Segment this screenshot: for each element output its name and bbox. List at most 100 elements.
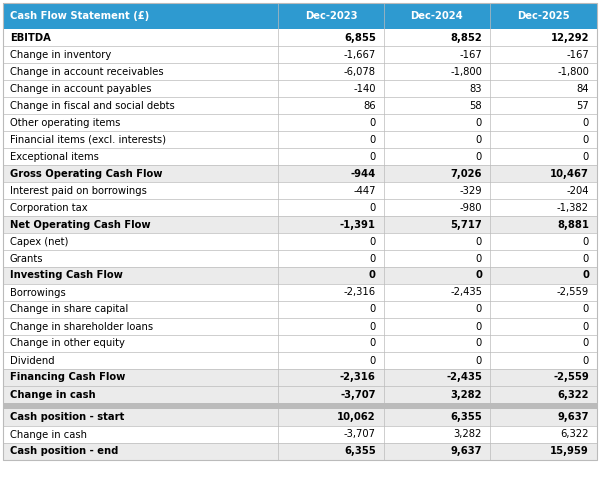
Text: 0: 0 [583,305,589,315]
Text: 0: 0 [583,322,589,332]
Text: 3,282: 3,282 [451,389,482,399]
Text: -2,316: -2,316 [340,373,376,382]
Text: Cash position - start: Cash position - start [10,412,124,422]
Text: 0: 0 [370,322,376,332]
Text: 12,292: 12,292 [551,33,589,43]
Text: 0: 0 [370,305,376,315]
Text: 84: 84 [577,84,589,94]
Text: 6,322: 6,322 [560,429,589,439]
Text: 0: 0 [476,356,482,366]
Text: 0: 0 [583,236,589,246]
Text: 0: 0 [583,118,589,127]
Text: -1,800: -1,800 [450,67,482,77]
Text: Change in other equity: Change in other equity [10,339,125,349]
Text: -167: -167 [566,50,589,60]
Text: Interest paid on borrowings: Interest paid on borrowings [10,185,147,195]
Text: 0: 0 [370,118,376,127]
Bar [3,318,597,335]
Text: -1,382: -1,382 [557,202,589,212]
Text: 3,282: 3,282 [454,429,482,439]
Bar [3,369,597,386]
Text: -204: -204 [566,185,589,195]
Bar [3,148,597,165]
Text: 0: 0 [583,254,589,264]
Bar [3,386,597,403]
Text: 6,855: 6,855 [344,33,376,43]
Text: Change in account payables: Change in account payables [10,84,151,94]
Text: 0: 0 [369,271,376,281]
Text: 0: 0 [583,339,589,349]
Bar [3,46,597,63]
Text: Change in account receivables: Change in account receivables [10,67,164,77]
Bar [3,426,597,443]
Text: Borrowings: Borrowings [10,288,66,298]
Text: -980: -980 [460,202,482,212]
Bar [3,63,597,80]
Text: 0: 0 [370,339,376,349]
Text: -2,435: -2,435 [446,373,482,382]
Text: Financing Cash Flow: Financing Cash Flow [10,373,125,382]
Text: 0: 0 [476,118,482,127]
Text: 83: 83 [470,84,482,94]
Text: -2,316: -2,316 [344,288,376,298]
Text: 0: 0 [582,271,589,281]
Bar [3,233,597,250]
Text: 15,959: 15,959 [550,446,589,456]
Text: 0: 0 [370,202,376,212]
Text: 0: 0 [583,134,589,144]
Bar [3,403,597,409]
Text: 0: 0 [476,305,482,315]
Text: 86: 86 [363,101,376,111]
Text: 9,637: 9,637 [557,412,589,422]
Text: 0: 0 [476,151,482,161]
Text: 0: 0 [370,236,376,246]
Bar [3,131,597,148]
Text: 0: 0 [476,134,482,144]
Text: -1,800: -1,800 [557,67,589,77]
Text: 6,322: 6,322 [557,389,589,399]
Text: -2,559: -2,559 [553,373,589,382]
Text: 0: 0 [370,134,376,144]
Text: Net Operating Cash Flow: Net Operating Cash Flow [10,219,151,229]
Bar [3,335,597,352]
Text: -6,078: -6,078 [344,67,376,77]
Text: 0: 0 [476,254,482,264]
Text: 0: 0 [476,339,482,349]
Bar [3,267,597,284]
Text: -167: -167 [460,50,482,60]
Text: Change in inventory: Change in inventory [10,50,111,60]
Text: 0: 0 [476,322,482,332]
Bar [3,114,597,131]
Text: -140: -140 [353,84,376,94]
Text: 10,467: 10,467 [550,168,589,178]
Text: -944: -944 [350,168,376,178]
Text: -3,707: -3,707 [340,389,376,399]
Text: Dec-2023: Dec-2023 [305,11,357,21]
Text: 10,062: 10,062 [337,412,376,422]
Bar [3,352,597,369]
Text: Exceptional items: Exceptional items [10,151,99,161]
Text: -329: -329 [460,185,482,195]
Text: Dividend: Dividend [10,356,55,366]
Text: Cash position - end: Cash position - end [10,446,118,456]
Text: 0: 0 [370,151,376,161]
Text: Grants: Grants [10,254,44,264]
Text: 0: 0 [475,271,482,281]
Text: Change in share capital: Change in share capital [10,305,128,315]
Text: Change in shareholder loans: Change in shareholder loans [10,322,153,332]
Text: -1,391: -1,391 [340,219,376,229]
Text: 0: 0 [370,356,376,366]
Text: -2,435: -2,435 [450,288,482,298]
Bar [3,97,597,114]
Text: Change in cash: Change in cash [10,389,95,399]
Text: 5,717: 5,717 [451,219,482,229]
Text: Other operating items: Other operating items [10,118,121,127]
Text: Investing Cash Flow: Investing Cash Flow [10,271,123,281]
Text: 6,355: 6,355 [451,412,482,422]
Bar [3,443,597,460]
Bar [3,216,597,233]
Text: Capex (net): Capex (net) [10,236,68,246]
Text: 57: 57 [576,101,589,111]
Text: Dec-2024: Dec-2024 [410,11,463,21]
Text: Dec-2025: Dec-2025 [517,11,570,21]
